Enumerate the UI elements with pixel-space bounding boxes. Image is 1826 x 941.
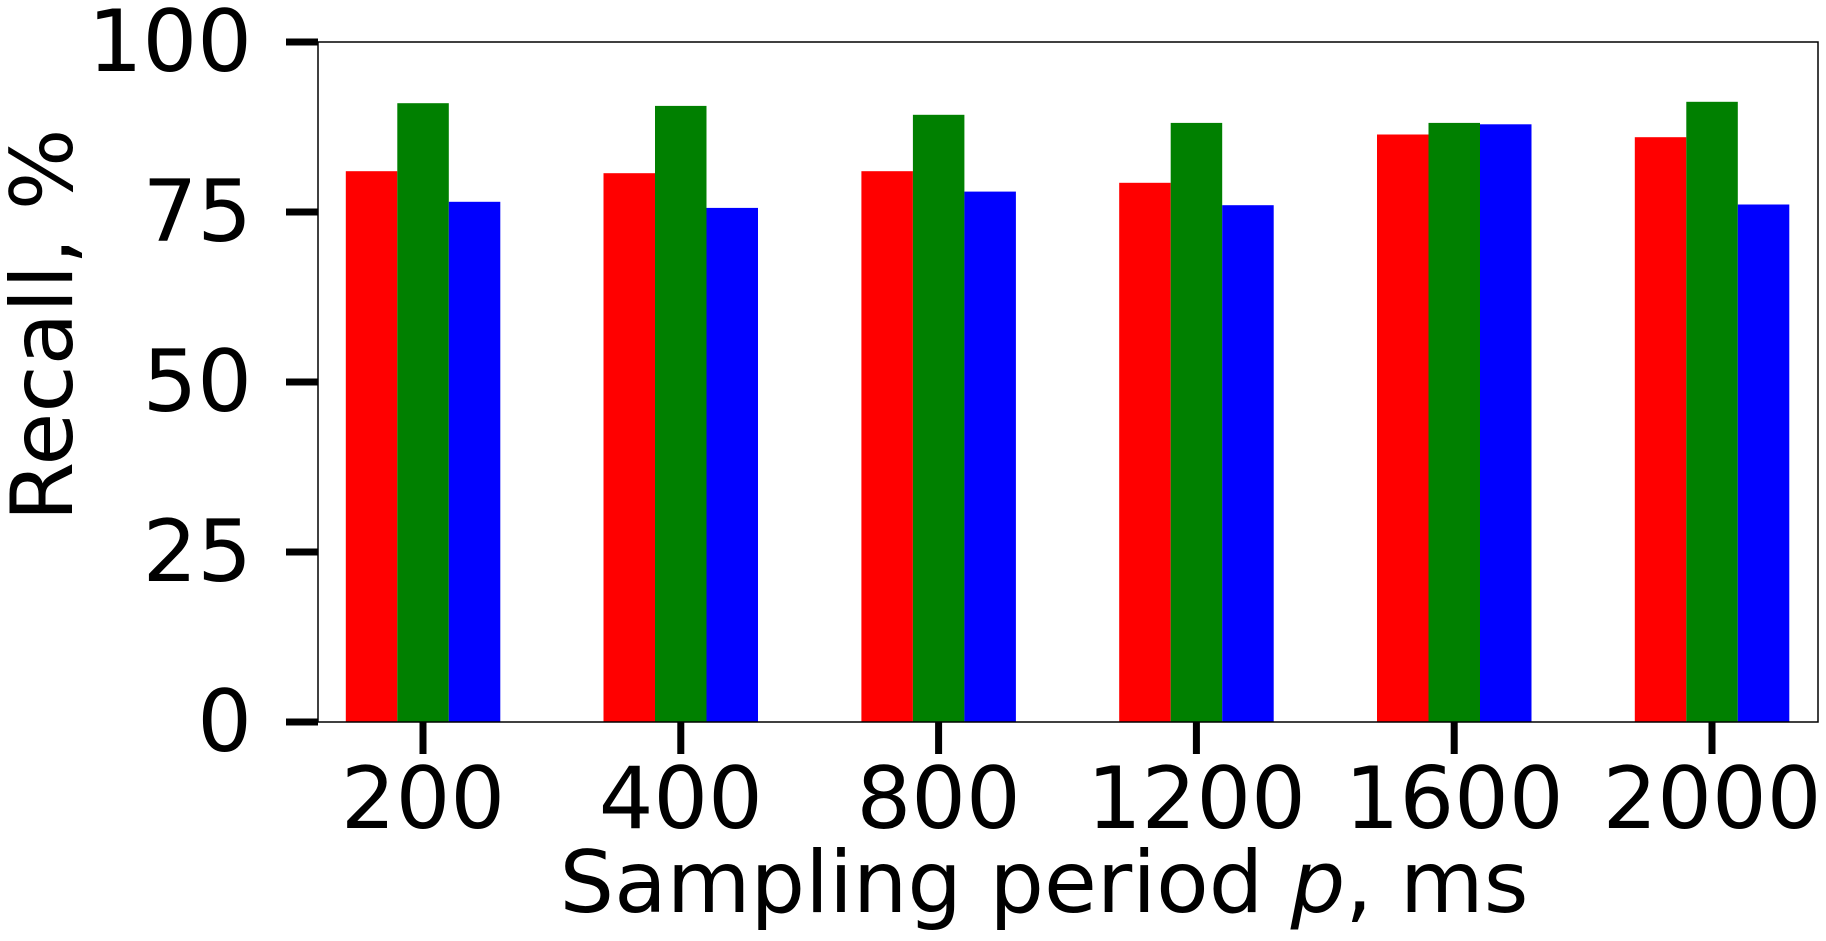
y-tick-label-0: 0: [197, 672, 252, 772]
bar-series-1-2000: [1634, 137, 1687, 722]
x-tick-label-1600: 1600: [1345, 749, 1564, 849]
x-axis-label-variable: p: [1290, 833, 1346, 933]
y-tick-label-50: 50: [143, 332, 252, 432]
x-axis-label: Sampling period p, ms: [559, 833, 1528, 933]
y-tick-label-75: 75: [143, 162, 252, 262]
bar-series-1-400: [603, 173, 655, 722]
bar-series-3-1200: [1222, 205, 1274, 722]
bar-series-3-1600: [1480, 124, 1532, 723]
bar-series-2-2000: [1686, 101, 1738, 723]
bar-series-1-800: [861, 171, 913, 722]
bar-series-3-800: [964, 191, 1016, 723]
x-tick-label-2000: 2000: [1603, 749, 1822, 849]
x-tick-label-200: 200: [341, 749, 505, 849]
x-tick-label-400: 400: [599, 749, 763, 849]
bar-series-3-200: [448, 201, 501, 723]
x-tick-label-800: 800: [857, 749, 1021, 849]
y-axis-label: Recall, %: [0, 129, 93, 522]
bar-series-2-1200: [1170, 122, 1223, 722]
plot-frame: [317, 41, 1819, 723]
bar-series-2-200: [397, 103, 449, 722]
y-axis: 0 25 50 75 100: [88, 0, 318, 772]
x-axis-label-prefix: Sampling period: [559, 833, 1290, 933]
bar-series-1-200: [345, 171, 398, 722]
bar-series-1-1600: [1377, 134, 1429, 722]
y-tick-label-25: 25: [143, 502, 252, 602]
bar-series-3-2000: [1737, 204, 1790, 722]
x-axis-label-suffix: , ms: [1345, 833, 1528, 933]
bars-group: [345, 101, 1790, 723]
bar-series-2-1600: [1428, 122, 1480, 722]
bar-series-2-800: [912, 114, 965, 723]
bar-series-1-1200: [1119, 182, 1171, 723]
bar-series-2-400: [655, 105, 707, 722]
y-tick-label-100: 100: [88, 0, 252, 92]
x-tick-label-1200: 1200: [1087, 749, 1306, 849]
bar-series-3-400: [706, 207, 758, 722]
x-axis: 200 400 800 1200 1600 2000: [341, 722, 1822, 849]
